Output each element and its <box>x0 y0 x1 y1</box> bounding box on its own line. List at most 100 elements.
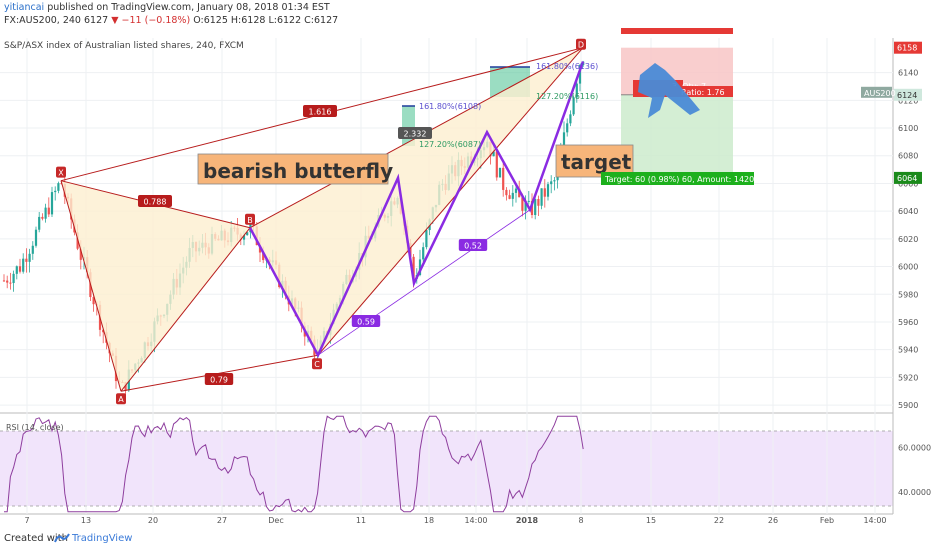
price-tick-label: 5940 <box>898 346 918 355</box>
candle-body <box>41 216 44 219</box>
candle-body <box>252 223 255 227</box>
candle-body <box>2 280 6 282</box>
candle-body <box>537 199 540 206</box>
rsi-title: RSI (14, close) <box>6 423 64 432</box>
price-change: ▼ −11 (−0.18%) <box>111 15 191 26</box>
time-tick-label: 15 <box>646 516 656 525</box>
candle-body <box>511 192 514 199</box>
candle-body <box>15 266 18 274</box>
candle-body <box>495 151 498 178</box>
profit-target-zone <box>621 94 733 178</box>
time-tick-label: 22 <box>714 516 724 525</box>
candle-body <box>9 282 12 284</box>
candle-body <box>543 188 546 197</box>
candle-body <box>242 235 246 240</box>
candle-body <box>22 258 25 272</box>
pattern-triangle-xab <box>61 180 250 392</box>
price-tick-label: 5920 <box>898 373 918 382</box>
candle-body <box>262 252 265 261</box>
created-with-text: Created with <box>4 533 68 544</box>
price-tick-label: 5960 <box>898 318 918 327</box>
symbol-name[interactable]: FX:AUS200, 240 <box>4 15 81 26</box>
candle-body <box>527 200 530 202</box>
ratio-label: 0.59 <box>357 318 375 327</box>
last-price: 6127 <box>84 15 109 26</box>
pattern-leg-XA <box>60 180 122 392</box>
price-tick-label: 6120 <box>898 96 918 105</box>
price-axis-label: 6064 <box>897 174 917 183</box>
rsi-line <box>4 415 584 513</box>
pattern-point-label: C <box>314 360 320 369</box>
ratio-label: 0.788 <box>144 198 167 207</box>
pattern-point-label: A <box>118 395 124 404</box>
price-tick-label: 6140 <box>898 69 918 78</box>
ratio-label-box <box>138 195 172 207</box>
pattern-point-label: B <box>247 216 253 225</box>
pattern-point-marker <box>576 38 586 50</box>
ratio-label: 1.616 <box>309 108 332 117</box>
candle-body <box>57 183 60 191</box>
time-tick-label: 2018 <box>516 516 539 525</box>
rsi-tick-label: 60.0000 <box>898 443 931 452</box>
time-tick-label: Dec <box>268 516 283 525</box>
time-tick-label: 14:00 <box>464 516 487 525</box>
candle-body <box>518 188 521 198</box>
target-info-box <box>601 172 754 185</box>
price-tick-label: 6080 <box>898 152 918 161</box>
time-tick-label: 7 <box>24 516 29 525</box>
author-link[interactable]: yitiancai <box>4 2 45 13</box>
candle-body <box>44 207 47 219</box>
position-stat-2: Ratio: 1.76 <box>681 88 725 97</box>
candle-body <box>92 297 95 305</box>
candle-body <box>524 201 527 211</box>
fib-level-label: 127.20%(6087) <box>419 140 481 149</box>
ratio-label-box <box>204 373 234 385</box>
candle-body <box>546 184 550 197</box>
pattern-name-text: bearish butterfly <box>203 159 393 183</box>
jet-sticker-icon <box>638 63 700 118</box>
candle-body <box>31 245 34 254</box>
publish-info: published on TradingView.com, January 08… <box>47 2 330 13</box>
candle-body <box>34 229 38 246</box>
abcd-trend-line <box>317 209 531 356</box>
rsi-band <box>0 431 893 506</box>
candle-body <box>498 167 502 178</box>
time-tick-label: 11 <box>356 516 366 525</box>
candle-body <box>102 329 105 333</box>
symbol-tag: AUS200 <box>864 89 896 98</box>
ratio-label: 0.79 <box>210 376 228 385</box>
pattern-point-marker <box>116 393 126 405</box>
candle-body <box>6 280 9 283</box>
ohlc-values: O:6125 H:6128 L:6122 C:6127 <box>193 15 339 26</box>
pattern-triangle-bcd <box>250 47 583 356</box>
candle-body <box>246 232 249 236</box>
ratio-label-box <box>458 239 488 251</box>
time-tick-label: 14:00 <box>863 516 886 525</box>
candle-body <box>422 247 425 260</box>
tradingview-brand[interactable]: TradingView <box>72 533 133 544</box>
pattern-point-label: X <box>58 169 64 178</box>
pattern-point-label: D <box>578 41 584 50</box>
symbol-tag-box <box>861 86 892 98</box>
candle-body <box>412 256 415 279</box>
candle-body <box>514 188 518 193</box>
pattern-point-marker <box>245 213 255 225</box>
time-tick-label: 20 <box>148 516 158 525</box>
candle-body <box>425 230 428 248</box>
candle-body <box>569 114 572 124</box>
stop-loss-edge <box>621 28 733 34</box>
candle-body <box>492 151 495 157</box>
time-tick-label: Feb <box>820 516 834 525</box>
chart-title: S&P/ASX index of Australian listed share… <box>4 41 244 51</box>
ratio-label-box <box>398 127 432 139</box>
candle-body <box>578 65 582 84</box>
ratio-label: 0.52 <box>464 242 482 251</box>
candle-body <box>572 97 575 115</box>
pattern-point-marker <box>312 358 322 370</box>
rsi-tick-label: 40.0000 <box>898 488 931 497</box>
candle-body <box>12 273 15 284</box>
time-tick-label: 27 <box>217 516 227 525</box>
target-label-box <box>555 144 634 178</box>
price-tick-label: 6040 <box>898 207 918 216</box>
